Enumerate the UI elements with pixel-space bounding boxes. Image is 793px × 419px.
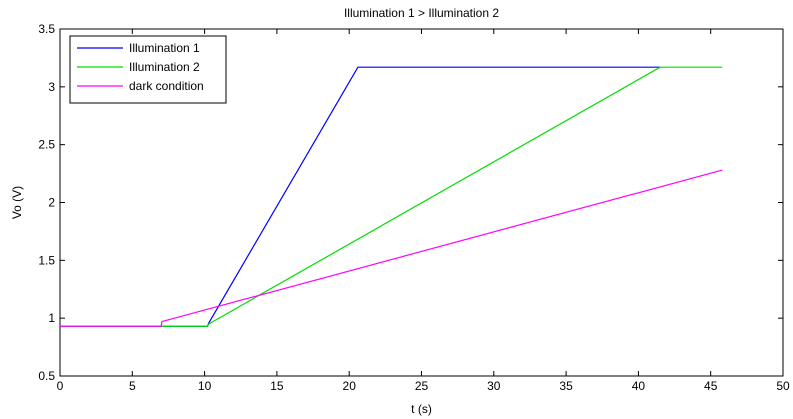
x-tick-label: 35: [559, 379, 573, 393]
y-tick-label: 0.5: [38, 369, 55, 383]
y-axis-label: Vo (V): [10, 186, 24, 219]
y-tick-label: 2.5: [38, 138, 55, 152]
chart-title: Illumination 1 > Illumination 2: [344, 6, 499, 20]
y-tick-label: 3.5: [38, 22, 55, 36]
x-tick-label: 15: [270, 379, 284, 393]
x-tick-label: 40: [632, 379, 646, 393]
legend-box: [69, 35, 227, 104]
x-tick-label: 45: [704, 379, 718, 393]
series-group: [60, 66, 723, 327]
x-tick-label: 50: [776, 379, 790, 393]
axis-ticks: 0 5 10 15 20 25 30 35 40 45 50 0.5 1 1.5 2 2.5 3 3.5: [38, 22, 790, 393]
x-axis-label: t (s): [411, 402, 432, 416]
x-tick-label: 20: [343, 379, 357, 393]
y-tick-label: 2: [48, 196, 55, 210]
y-tick-label: 1.5: [38, 253, 55, 267]
x-tick-label: 0: [57, 379, 64, 393]
legend: Illumination 1 Illumination 2 dark conditi…: [69, 35, 227, 104]
y-tick-label: 3: [48, 80, 55, 94]
legend-entry: Illumination 1: [129, 41, 200, 55]
x-tick-label: 30: [487, 379, 501, 393]
x-tick-label: 5: [129, 379, 136, 393]
legend-entry: Illumination 2: [129, 60, 200, 74]
x-tick-label: 25: [415, 379, 429, 393]
series-line-dark-condition: [60, 169, 723, 327]
y-tick-label: 1: [48, 311, 55, 325]
legend-entry: dark condition: [129, 79, 204, 93]
x-tick-label: 10: [198, 379, 212, 393]
